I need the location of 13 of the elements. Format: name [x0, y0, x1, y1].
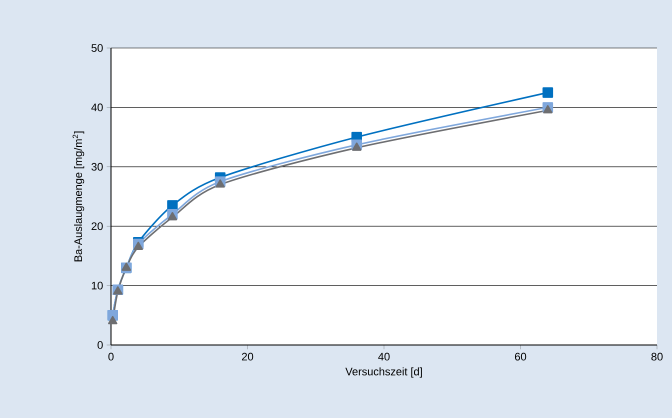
x-tick-label: 0	[108, 352, 114, 361]
y-tick-label: 50	[91, 44, 103, 52]
y-tick-label: 20	[92, 222, 103, 230]
y-tick-label: 10	[92, 282, 103, 290]
y-tick-label: 0	[98, 341, 103, 349]
y-tick-label: 30	[91, 162, 103, 171]
x-tick-label: 60	[514, 352, 526, 361]
y-tick-label: 40	[91, 104, 103, 112]
x-axis-title: Versuchszeit [d]	[345, 367, 422, 378]
y-axis-title: Ba-Auslaugmenge [mg/m$^{2}$]	[72, 132, 84, 262]
x-tick-label: 20	[242, 352, 254, 361]
x-tick-label: 80	[651, 352, 663, 361]
x-tick-label: 40	[378, 352, 390, 361]
